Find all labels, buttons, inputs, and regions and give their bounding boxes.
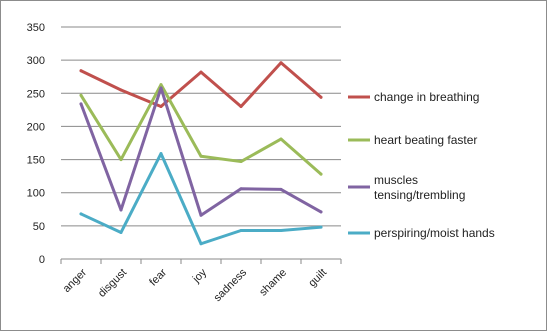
data-point-3-disgust — [120, 231, 123, 234]
data-point-0-sadness — [240, 105, 243, 108]
data-point-2-anger — [80, 102, 83, 105]
data-point-2-joy — [200, 214, 203, 217]
data-point-0-joy — [200, 71, 203, 74]
data-point-2-fear — [160, 86, 163, 89]
data-point-1-anger — [80, 94, 83, 97]
data-point-0-anger — [80, 69, 83, 72]
y-tick-label: 200 — [27, 121, 45, 133]
data-point-3-anger — [80, 212, 83, 215]
data-point-1-shame — [280, 138, 283, 141]
data-point-3-guilt — [320, 226, 323, 229]
x-tick-label-joy: joy — [190, 266, 209, 285]
x-tick-label-anger: anger — [61, 266, 90, 295]
data-point-0-fear — [160, 105, 163, 108]
data-point-1-fear — [160, 83, 163, 86]
x-tick-label-fear: fear — [147, 266, 169, 288]
data-point-3-shame — [280, 229, 283, 232]
legend-label-0: change in breathing — [374, 90, 479, 104]
y-tick-label: 300 — [27, 55, 45, 67]
x-tick-label-shame: shame — [257, 267, 289, 299]
y-tick-label: 100 — [27, 188, 45, 200]
data-point-0-guilt — [320, 96, 323, 99]
x-tick-label-disgust: disgust — [96, 267, 129, 300]
y-axis: 0 50 100 150 200 250 300 350 — [27, 22, 45, 266]
y-tick-label: 50 — [33, 221, 45, 233]
legend-label-2: tensing/trembling — [374, 188, 465, 202]
legend-label-1: heart beating faster — [374, 133, 477, 147]
series-line-1 — [81, 85, 321, 174]
y-tick-label: 150 — [27, 155, 45, 167]
y-tick-label: 0 — [39, 254, 45, 266]
data-point-2-shame — [280, 188, 283, 191]
y-tick-label: 350 — [27, 22, 45, 34]
data-point-3-fear — [160, 152, 163, 155]
data-point-2-guilt — [320, 210, 323, 213]
legend-label-3: perspiring/moist hands — [374, 226, 495, 240]
x-tick-label-sadness: sadness — [212, 266, 250, 304]
gridlines — [61, 27, 341, 226]
y-tick-label: 250 — [27, 88, 45, 100]
data-point-0-disgust — [120, 88, 123, 91]
data-point-2-sadness — [240, 187, 243, 190]
data-point-0-shame — [280, 61, 283, 64]
data-point-3-sadness — [240, 229, 243, 232]
data-point-1-joy — [200, 155, 203, 158]
series-line-0 — [81, 63, 321, 107]
legend-label-2: muscles — [374, 173, 418, 187]
data-point-1-disgust — [120, 158, 123, 161]
data-point-1-guilt — [320, 173, 323, 176]
data-point-3-joy — [200, 242, 203, 245]
data-point-2-disgust — [120, 208, 123, 211]
series-lines — [80, 61, 323, 245]
x-tick-label-guilt: guilt — [306, 267, 329, 290]
legend: change in breathing heart beating faster m… — [348, 90, 495, 240]
data-point-1-sadness — [240, 160, 243, 163]
x-axis: anger disgust fear joy sadness shame guilt — [61, 259, 341, 304]
